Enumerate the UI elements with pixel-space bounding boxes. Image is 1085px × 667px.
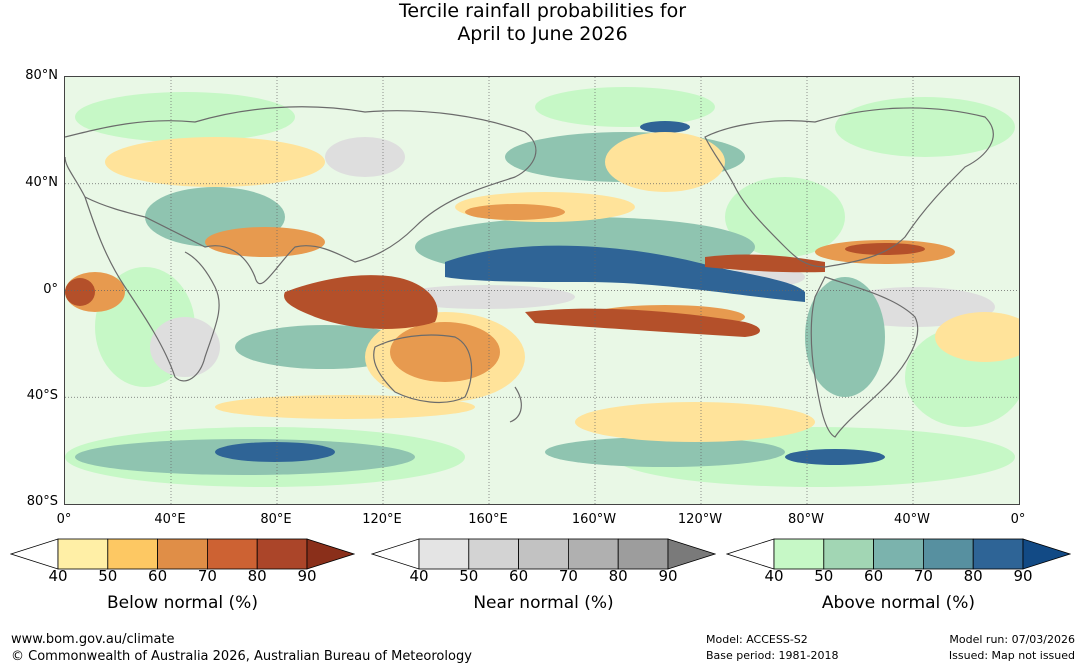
lon-label-0-west: 0° bbox=[56, 512, 72, 527]
rainfall-probability-map bbox=[64, 76, 1020, 505]
colorbar-above-tick-50: 50 bbox=[814, 567, 834, 585]
title-line-1: Tercile rainfall probabilities for bbox=[398, 0, 687, 22]
graticule bbox=[65, 77, 1019, 504]
near-normal-patches bbox=[150, 137, 995, 377]
colorbar-below-swatch-4 bbox=[256, 538, 308, 570]
colorbar-below-swatch-3 bbox=[206, 538, 258, 570]
colorbar-near-tick-90: 90 bbox=[658, 567, 678, 585]
map-canvas bbox=[65, 77, 1019, 504]
colorbar-above-tick-60: 60 bbox=[864, 567, 884, 585]
lat-label-40n: 40°N bbox=[25, 175, 58, 190]
colorbar-above-low-arrow bbox=[725, 538, 775, 570]
colorbar-near-low-arrow bbox=[370, 538, 420, 570]
colorbar-near-tick-50: 50 bbox=[459, 567, 479, 585]
colorbar-below-swatch-0 bbox=[57, 538, 109, 570]
colorbar-above-tick-80: 80 bbox=[963, 567, 983, 585]
colorbar-below-title: Below normal (%) bbox=[107, 593, 258, 613]
footer-website-link[interactable]: www.bom.gov.au/climate bbox=[11, 632, 175, 647]
colorbar-above-high-arrow bbox=[1022, 538, 1072, 570]
colorbar-above-swatch-1 bbox=[823, 538, 875, 570]
colorbar-below-tick-50: 50 bbox=[98, 567, 118, 585]
lat-label-0: 0° bbox=[43, 282, 58, 297]
colorbar-above-tick-40: 40 bbox=[764, 567, 784, 585]
colorbar-below-tick-70: 70 bbox=[197, 567, 217, 585]
coastlines bbox=[65, 106, 994, 438]
lat-label-80n: 80°N bbox=[25, 68, 58, 83]
lon-label-160e: 160°E bbox=[468, 512, 508, 527]
footer-model-run: Model run: 07/03/2026 bbox=[949, 633, 1075, 646]
colorbar-below-high-arrow bbox=[306, 538, 356, 570]
colorbar-near-title: Near normal (%) bbox=[473, 593, 614, 613]
colorbar-below bbox=[9, 538, 356, 574]
colorbar-above-swatch-0 bbox=[773, 538, 825, 570]
footer-run-info: Model run: 07/03/2026 Issued: Map not is… bbox=[900, 632, 1075, 664]
lon-label-40w: 40°W bbox=[894, 512, 930, 527]
footer-issued: Issued: Map not issued bbox=[948, 649, 1075, 662]
colorbar-near-tick-80: 80 bbox=[608, 567, 628, 585]
colorbar-above-swatch-2 bbox=[873, 538, 924, 570]
colorbar-above-swatch-4 bbox=[972, 538, 1024, 570]
colorbar-near-tick-70: 70 bbox=[558, 567, 578, 585]
lon-label-80e: 80°E bbox=[260, 512, 292, 527]
colorbar-below-tick-40: 40 bbox=[48, 567, 68, 585]
lon-label-40e: 40°E bbox=[154, 512, 186, 527]
lon-label-0-east: 0° bbox=[1010, 512, 1026, 527]
colorbar-near-swatch-2 bbox=[518, 538, 569, 570]
colorbar-near-swatches bbox=[370, 538, 717, 570]
colorbar-near-high-arrow bbox=[667, 538, 717, 570]
title-line-2: April to June 2026 bbox=[457, 23, 628, 45]
colorbar-above-tick-90: 90 bbox=[1013, 567, 1033, 585]
colorbar-below-tick-80: 80 bbox=[247, 567, 267, 585]
footer-left: www.bom.gov.au/climate © Commonwealth of… bbox=[11, 631, 472, 665]
colorbar-below-low-arrow bbox=[9, 538, 59, 570]
footer-copyright: © Commonwealth of Australia 2026, Austra… bbox=[11, 649, 472, 664]
colorbar-near-swatch-0 bbox=[418, 538, 470, 570]
footer-model-info: Model: ACCESS-S2 Base period: 1981-2018 bbox=[706, 632, 838, 664]
colorbar-above-tick-70: 70 bbox=[913, 567, 933, 585]
above-normal-strong bbox=[215, 121, 885, 465]
lon-label-120e: 120°E bbox=[362, 512, 402, 527]
colorbar-below-swatch-1 bbox=[107, 538, 159, 570]
lat-label-80s: 80°S bbox=[26, 494, 58, 509]
colorbar-below-swatch-2 bbox=[157, 538, 208, 570]
colorbar-above bbox=[725, 538, 1072, 574]
lat-label-40s: 40°S bbox=[26, 388, 58, 403]
colorbar-near-tick-40: 40 bbox=[409, 567, 429, 585]
colorbar-above-swatches bbox=[725, 538, 1072, 570]
colorbar-below-tick-90: 90 bbox=[297, 567, 317, 585]
footer-model: Model: ACCESS-S2 bbox=[706, 633, 808, 646]
lon-label-80w: 80°W bbox=[788, 512, 824, 527]
colorbar-above-title: Above normal (%) bbox=[821, 593, 976, 613]
lon-label-160w: 160°W bbox=[571, 512, 617, 527]
colorbar-near bbox=[370, 538, 717, 574]
colorbar-near-swatch-1 bbox=[468, 538, 520, 570]
colorbar-below-tick-60: 60 bbox=[148, 567, 168, 585]
map-title: Tercile rainfall probabilities for April… bbox=[0, 0, 1085, 46]
footer-base-period: Base period: 1981-2018 bbox=[706, 649, 839, 662]
colorbar-near-tick-60: 60 bbox=[509, 567, 529, 585]
colorbar-below-swatches bbox=[9, 538, 356, 570]
colorbar-near-swatch-4 bbox=[617, 538, 669, 570]
colorbar-above-swatch-3 bbox=[922, 538, 974, 570]
lon-label-120w: 120°W bbox=[677, 512, 723, 527]
colorbar-near-swatch-3 bbox=[567, 538, 619, 570]
